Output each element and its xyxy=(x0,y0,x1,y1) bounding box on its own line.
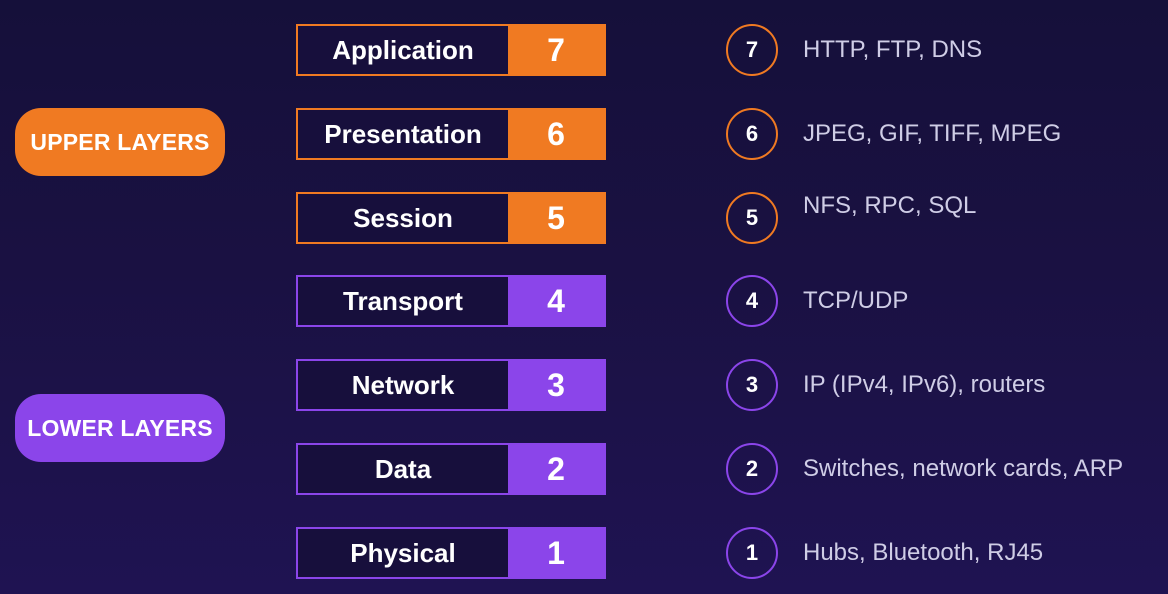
protocol-row-3: 3 IP (IPv4, IPv6), routers xyxy=(726,357,1045,413)
layer-number-circle: 1 xyxy=(726,527,778,579)
upper-layers-badge: UPPER LAYERS xyxy=(15,108,225,176)
protocol-list: Hubs, Bluetooth, RJ45 xyxy=(803,539,1044,566)
layer-number: 4 xyxy=(508,277,604,325)
layer-number-circle: 7 xyxy=(726,24,778,76)
layer-box-presentation: Presentation 6 xyxy=(296,108,606,160)
layer-box-transport: Transport 4 xyxy=(296,275,606,327)
layer-number-circle: 3 xyxy=(726,359,778,411)
layer-box-physical: Physical 1 xyxy=(296,527,606,579)
protocol-row-6: 6 JPEG, GIF, TIFF, MPEG xyxy=(726,106,1061,162)
layer-number: 3 xyxy=(508,361,604,409)
layer-name: Physical xyxy=(350,537,456,568)
layer-box-session: Session 5 xyxy=(296,192,606,244)
layer-name: Application xyxy=(332,34,474,65)
protocol-list: NFS, RPC, SQL xyxy=(803,192,977,219)
lower-layers-badge: LOWER LAYERS xyxy=(15,394,225,462)
layer-number-circle: 5 xyxy=(726,192,778,244)
layer-number: 6 xyxy=(508,110,604,158)
layer-number-circle: 6 xyxy=(726,108,778,160)
layer-number: 5 xyxy=(508,194,604,242)
layer-number: 1 xyxy=(508,529,604,577)
layer-box-network: Network 3 xyxy=(296,359,606,411)
protocol-row-2: 2 Switches, network cards, ARP xyxy=(726,441,1123,497)
layer-box-application: Application 7 xyxy=(296,24,606,76)
layer-name: Data xyxy=(374,453,432,484)
layer-name: Network xyxy=(351,369,455,400)
protocol-list: JPEG, GIF, TIFF, MPEG xyxy=(803,120,1062,147)
layer-name: Session xyxy=(353,202,453,233)
layer-box-data: Data 2 xyxy=(296,443,606,495)
protocol-row-1: 1 Hubs, Bluetooth, RJ45 xyxy=(726,525,1043,581)
layer-number-circle: 4 xyxy=(726,275,778,327)
layer-number: 2 xyxy=(508,445,604,493)
protocol-list: TCP/UDP xyxy=(803,287,909,314)
layer-number-circle: 2 xyxy=(726,443,778,495)
protocol-list: HTTP, FTP, DNS xyxy=(803,36,983,63)
layer-number: 7 xyxy=(508,26,604,74)
layer-name: Transport xyxy=(343,285,463,316)
protocol-list: IP (IPv4, IPv6), routers xyxy=(803,371,1046,398)
protocol-row-5: 5 NFS, RPC, SQL xyxy=(726,190,976,246)
protocol-list: Switches, network cards, ARP xyxy=(803,455,1124,482)
protocol-row-7: 7 HTTP, FTP, DNS xyxy=(726,22,982,78)
protocol-row-4: 4 TCP/UDP xyxy=(726,273,908,329)
layer-name: Presentation xyxy=(324,118,482,149)
